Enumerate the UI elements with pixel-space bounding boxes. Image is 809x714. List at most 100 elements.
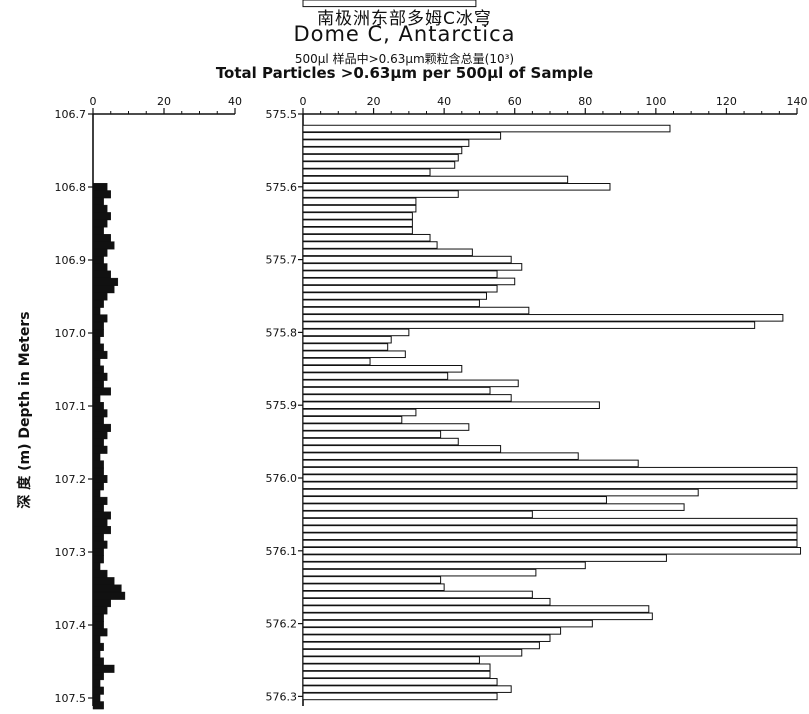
left-panel-bar (92, 292, 108, 301)
right-panel-bar (302, 670, 491, 679)
right-panel-bar (302, 401, 600, 409)
right-panel-bar (302, 503, 685, 511)
right-panel-bar (302, 547, 802, 555)
left-panel-bar (92, 518, 108, 527)
left-panel-bar (92, 299, 104, 308)
left-panel-bar (92, 394, 101, 403)
right-panel-bar (302, 685, 512, 693)
left-panel-bar (92, 197, 104, 206)
left-panel-bar (92, 248, 108, 257)
right-panel-x-tick-label: 120 (716, 95, 737, 108)
right-panel-bar (302, 408, 417, 417)
right-panel-bar (302, 233, 431, 242)
right-panel-y-tick-label: 575.8 (266, 326, 298, 339)
left-panel-bar (92, 635, 101, 644)
right-panel-bar (302, 605, 650, 613)
right-panel-bar (302, 241, 438, 249)
left-panel-bar (92, 336, 101, 345)
left-panel-x-tick-label: 40 (228, 95, 242, 108)
left-panel-bar (92, 657, 104, 666)
left-panel-y-tick-label: 107.0 (55, 327, 87, 340)
right-panel-bar (302, 357, 371, 366)
right-panel-x-tick-label: 100 (645, 95, 666, 108)
left-panel-bar (92, 548, 104, 557)
left-panel-y-tick-label: 107.3 (55, 546, 87, 559)
chart-title: Dome C, Antarctica (293, 22, 516, 46)
left-panel-bar (92, 475, 108, 484)
right-panel-bar (302, 343, 389, 351)
right-panel-bar (302, 619, 593, 628)
left-panel-bar (92, 533, 104, 542)
left-panel-bar (92, 489, 101, 498)
right-panel-x-tick-label: 80 (578, 95, 592, 108)
left-panel-bar (92, 402, 104, 411)
right-panel-bar (302, 197, 417, 206)
right-panel-bar (302, 525, 798, 533)
left-panel-y-tick-label: 106.9 (55, 254, 87, 267)
right-panel-y-tick-label: 576.0 (266, 472, 298, 485)
left-panel-bar (92, 511, 111, 520)
right-panel-bar (302, 641, 540, 650)
right-panel-bar (302, 445, 502, 453)
left-panel-bar (92, 526, 111, 535)
left-panel-y-tick-label: 107.4 (55, 619, 87, 632)
left-panel-bar (92, 679, 101, 688)
left-panel-bar (92, 423, 111, 432)
right-panel-bar (302, 153, 459, 162)
left-panel-bar (92, 606, 108, 615)
left-panel-bar (92, 613, 104, 622)
left-panel-bar (92, 314, 108, 323)
right-panel-bar (302, 146, 463, 155)
left-panel-bar (92, 409, 108, 418)
left-panel-bar (92, 431, 108, 440)
left-panel-y-tick-label: 107.1 (55, 400, 87, 413)
right-panel-y-tick-label: 575.7 (266, 254, 298, 267)
left-panel-bar (92, 555, 104, 564)
left-panel-bar (92, 460, 104, 469)
chart-subtitle: Total Particles >0.63μm per 500μl of Sam… (215, 64, 594, 82)
right-panel-bar (302, 627, 562, 635)
right-panel-bar (302, 335, 392, 344)
right-panel-bar (302, 459, 639, 468)
left-panel-bar (92, 204, 108, 213)
right-panel-bar (302, 554, 667, 562)
right-panel-bar (302, 124, 671, 133)
right-panel-bar (302, 437, 459, 446)
right-panel-bar (302, 168, 431, 177)
right-panel-bar (302, 634, 551, 642)
left-panel-bar (92, 270, 111, 279)
left-panel-bar (92, 212, 111, 221)
left-panel-bar (92, 219, 108, 228)
right-panel-y-tick-label: 576.3 (266, 690, 298, 703)
left-panel-bar (92, 277, 119, 286)
left-panel-bar (92, 504, 104, 513)
left-panel-y-tick-label: 107.5 (55, 692, 87, 705)
right-panel-y-tick-label: 576.1 (266, 545, 298, 558)
right-panel-bar (302, 0, 477, 8)
left-panel-bar (92, 599, 111, 608)
left-panel-bar (92, 358, 101, 367)
right-panel-bar (302, 379, 519, 388)
right-panel-bar (302, 656, 480, 664)
right-panel-bar (302, 648, 523, 657)
right-panel-bar (302, 263, 523, 271)
left-panel-bar (92, 577, 115, 586)
right-panel-bar (302, 394, 512, 402)
left-panel-bar (92, 650, 101, 659)
left-panel-bar (92, 672, 104, 681)
left-panel-y-tick-label: 107.2 (55, 473, 87, 486)
right-panel-bar (302, 583, 445, 592)
left-panel-bar (92, 482, 104, 491)
left-panel-bar (92, 190, 111, 199)
left-panel-bar (92, 307, 101, 316)
right-panel-bar (302, 517, 798, 526)
left-panel-bar (92, 540, 108, 549)
left-panel-bar (92, 445, 108, 454)
left-panel-bar (92, 285, 115, 294)
left-panel-bar (92, 321, 104, 330)
right-panel-bar (302, 350, 406, 359)
right-panel-bar (302, 423, 470, 431)
right-panel-bar (302, 175, 569, 184)
right-panel-bar (302, 481, 798, 490)
left-panel-bar (92, 496, 108, 505)
